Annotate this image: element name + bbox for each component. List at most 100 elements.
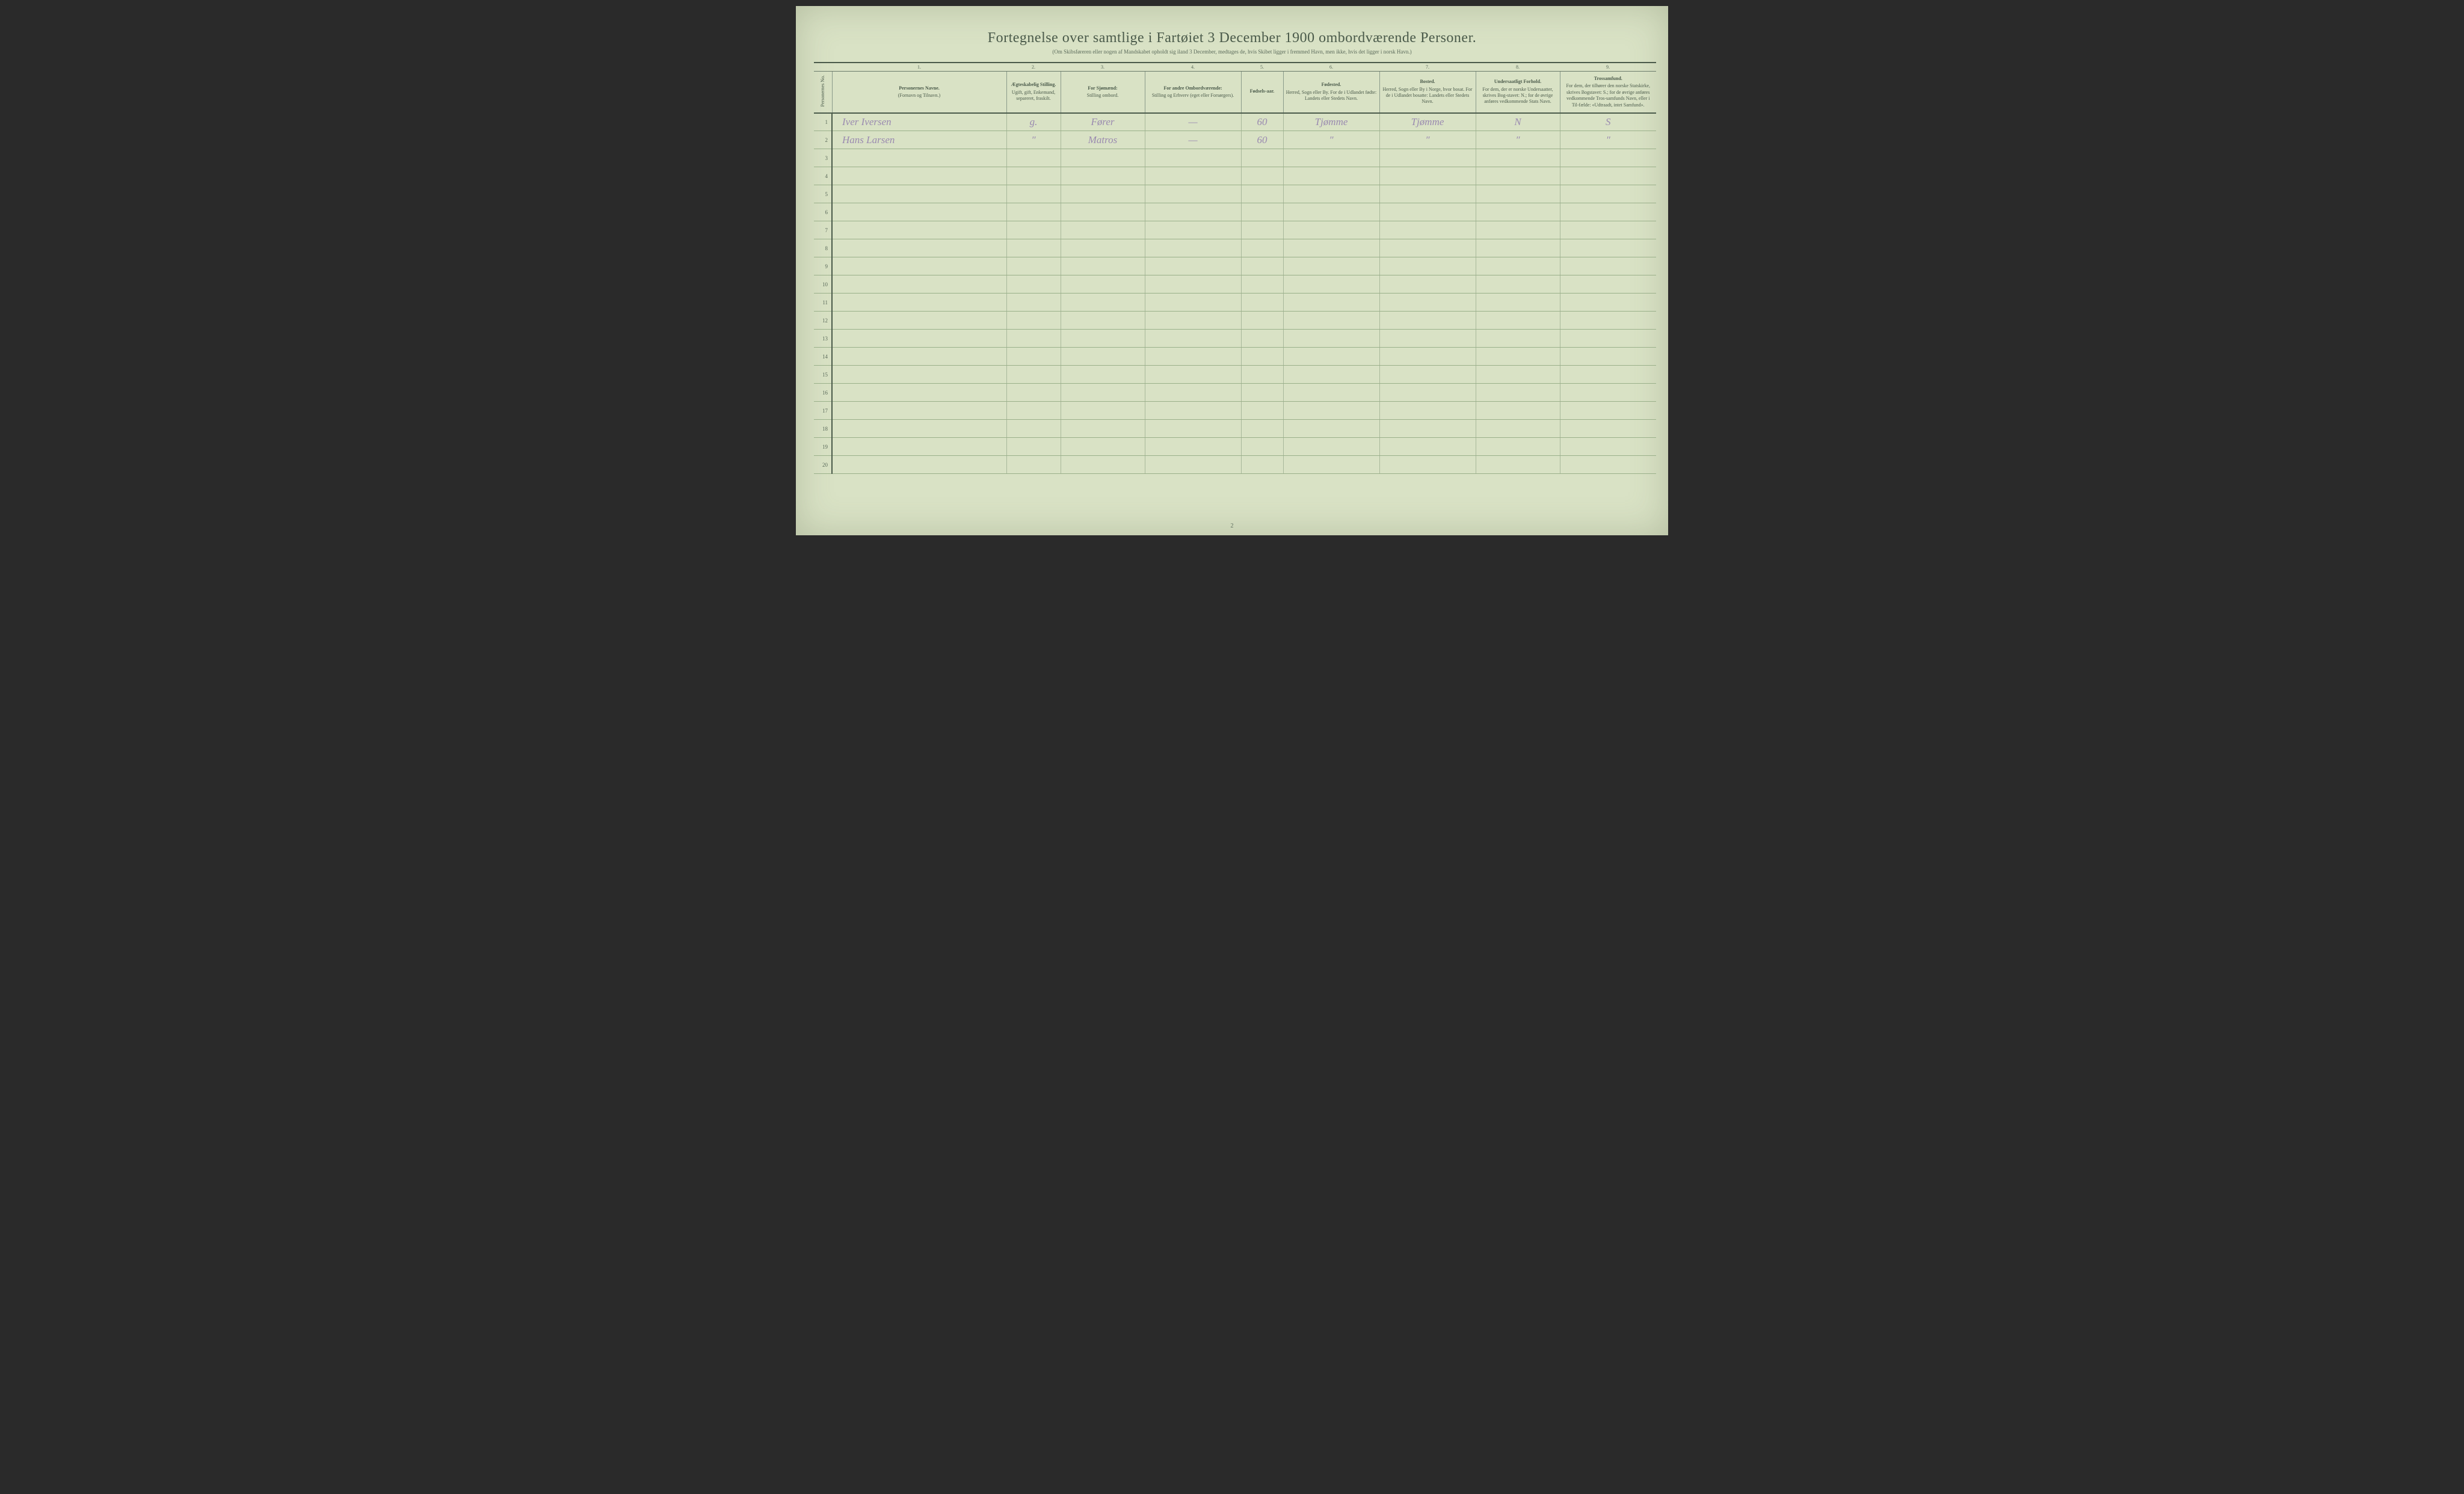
hand-text: S [1606,116,1611,128]
cell-name [832,456,1006,474]
cell-rownum: 13 [814,330,832,348]
cell-rownum: 16 [814,384,832,402]
cell-birthplace [1283,312,1379,330]
cell-residence: ″ [1379,131,1476,149]
cell-seaman [1061,275,1145,294]
cell-faith [1560,312,1656,330]
table-row: 10 [814,275,1656,294]
cell-year [1241,239,1283,257]
page-title: Fortegnelse over samtlige i Fartøiet 3 D… [814,30,1650,46]
hand-text: — [1188,134,1197,146]
cell-year [1241,366,1283,384]
hand-text: Iver Iversen [842,116,892,128]
cell-rownum: 20 [814,456,832,474]
census-table: 1. 2. 3. 4. 5. 6. 7. 8. 9. Personernes N… [814,62,1656,474]
cell-subject [1476,294,1560,312]
column-header-row: Personernes No. Personernes Navne.(Forna… [814,72,1656,113]
hand-text: N [1514,116,1521,128]
cell-subject [1476,384,1560,402]
cell-faith [1560,294,1656,312]
hand-text: 60 [1257,134,1267,146]
cell-faith [1560,221,1656,239]
cell-marital [1006,257,1061,275]
head-residence: Bosted.Herred, Sogn eller By i Norge, hv… [1379,72,1476,113]
cell-faith [1560,185,1656,203]
cell-rownum: 3 [814,149,832,167]
cell-birthplace: ″ [1283,131,1379,149]
cell-birthplace [1283,330,1379,348]
ledger-page: Fortegnelse over samtlige i Fartøiet 3 D… [796,6,1668,535]
cell-seaman [1061,312,1145,330]
cell-marital [1006,294,1061,312]
cell-birthplace [1283,402,1379,420]
cell-seaman [1061,167,1145,185]
colnum-9: 9. [1560,63,1656,72]
cell-seaman [1061,348,1145,366]
cell-year [1241,384,1283,402]
cell-year [1241,402,1283,420]
cell-marital [1006,275,1061,294]
cell-rownum: 1 [814,113,832,131]
cell-other [1145,420,1241,438]
cell-subject [1476,149,1560,167]
hand-text: Fører [1091,116,1114,128]
hand-text: ″ [1031,134,1035,146]
table-container: 1. 2. 3. 4. 5. 6. 7. 8. 9. Personernes N… [814,62,1650,474]
cell-rownum: 12 [814,312,832,330]
cell-birthplace [1283,203,1379,221]
table-row: 3 [814,149,1656,167]
cell-residence [1379,275,1476,294]
table-row: 1Iver Iverseng.Fører—60TjømmeTjømmeNS [814,113,1656,131]
table-row: 14 [814,348,1656,366]
cell-name [832,402,1006,420]
cell-marital [1006,167,1061,185]
cell-faith [1560,239,1656,257]
cell-marital [1006,348,1061,366]
cell-residence [1379,366,1476,384]
cell-name [832,330,1006,348]
cell-year [1241,294,1283,312]
cell-other [1145,366,1241,384]
cell-subject [1476,402,1560,420]
table-head: 1. 2. 3. 4. 5. 6. 7. 8. 9. Personernes N… [814,63,1656,113]
cell-marital [1006,420,1061,438]
cell-subject [1476,348,1560,366]
cell-seaman [1061,257,1145,275]
cell-faith [1560,330,1656,348]
cell-name [832,167,1006,185]
colnum-2: 2. [1006,63,1061,72]
head-marital: Ægteskabelig Stilling.Ugift, gift, Enkem… [1006,72,1061,113]
page-subtitle: (Om Skibsføreren eller nogen af Mandskab… [814,49,1650,55]
cell-other [1145,294,1241,312]
cell-year: 60 [1241,131,1283,149]
cell-subject [1476,221,1560,239]
cell-marital: ″ [1006,131,1061,149]
cell-residence [1379,456,1476,474]
cell-other [1145,239,1241,257]
cell-name [832,438,1006,456]
cell-faith [1560,438,1656,456]
cell-other [1145,312,1241,330]
colnum-8: 8. [1476,63,1560,72]
cell-other [1145,167,1241,185]
cell-marital [1006,221,1061,239]
cell-seaman: Fører [1061,113,1145,131]
cell-seaman [1061,294,1145,312]
hand-text: ″ [1515,134,1520,146]
cell-year [1241,312,1283,330]
cell-other [1145,384,1241,402]
cell-other [1145,257,1241,275]
table-row: 2Hans Larsen″Matros—60″″″″ [814,131,1656,149]
cell-subject [1476,257,1560,275]
table-row: 4 [814,167,1656,185]
head-person-no: Personernes No. [814,72,832,113]
cell-marital [1006,330,1061,348]
table-row: 6 [814,203,1656,221]
colnum-7: 7. [1379,63,1476,72]
cell-faith: ″ [1560,131,1656,149]
cell-marital [1006,185,1061,203]
cell-faith [1560,420,1656,438]
cell-birthplace [1283,420,1379,438]
table-row: 5 [814,185,1656,203]
cell-subject [1476,366,1560,384]
